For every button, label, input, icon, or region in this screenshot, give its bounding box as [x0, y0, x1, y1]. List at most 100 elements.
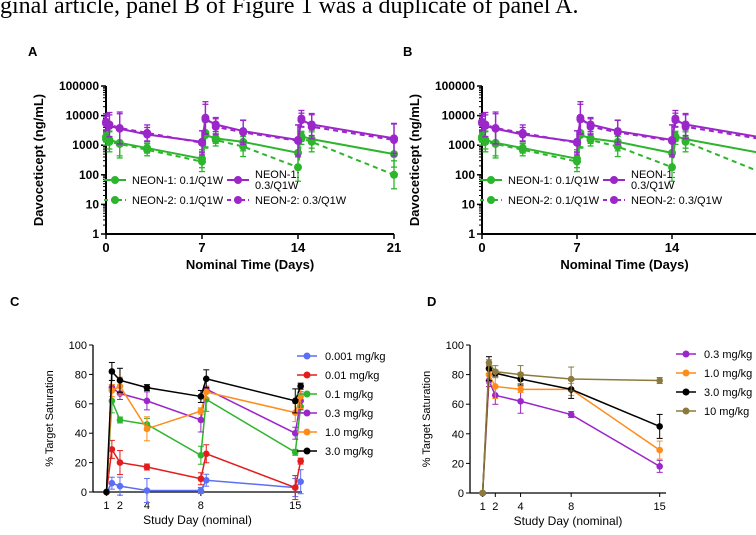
legend-swatch-marker	[111, 176, 119, 184]
data-point	[143, 128, 152, 137]
data-point	[485, 359, 493, 367]
legend-swatch-marker	[303, 352, 311, 360]
legend-swatch-marker	[234, 176, 242, 184]
data-point	[567, 411, 575, 418]
legend-label: 0.01 mg/kg	[325, 370, 379, 382]
y-tick-label: 40	[452, 429, 464, 441]
x-tick-label: 2	[117, 500, 123, 512]
legend-swatch-marker	[234, 196, 242, 204]
x-tick-label: 7	[573, 240, 580, 255]
y-tick-label: 10	[462, 197, 476, 211]
x-tick-label: 14	[291, 240, 306, 255]
data-point	[108, 446, 116, 453]
legend-label: NEON-2: 0.1/Q1W	[508, 195, 600, 207]
data-point	[198, 157, 206, 166]
y-axis-label: Davoceticept (ng/mL)	[31, 94, 46, 226]
legend-swatch-marker	[303, 409, 311, 417]
legend-label: NEON-1:	[631, 169, 676, 181]
y-tick-label: 60	[75, 399, 87, 411]
data-point	[390, 135, 398, 144]
legend-label: NEON-1: 0.1/Q1W	[508, 175, 600, 187]
data-point	[681, 122, 690, 131]
y-tick-label: 100000	[435, 79, 475, 93]
data-point	[198, 138, 206, 147]
data-point	[143, 425, 151, 433]
x-tick-label: 2	[492, 501, 498, 513]
data-point	[307, 137, 316, 146]
data-point	[197, 451, 205, 459]
data-point	[517, 371, 524, 378]
legend-swatch-marker	[682, 388, 690, 396]
x-tick-label: 0	[478, 240, 485, 255]
data-point	[197, 407, 205, 415]
legend-swatch-marker	[303, 371, 311, 379]
x-tick-label: 21	[387, 240, 401, 255]
x-tick-label: 8	[198, 500, 204, 512]
legend-swatch-marker	[303, 390, 311, 398]
data-point	[105, 120, 114, 129]
legend-label: NEON-1:	[255, 169, 300, 181]
data-point	[517, 386, 524, 393]
series-line	[481, 360, 660, 494]
y-tick-label: 10	[86, 197, 100, 211]
legend-label: 0.1 mg/kg	[325, 389, 373, 401]
legend-label: NEON-2: 0.1/Q1W	[132, 195, 224, 207]
data-point	[491, 383, 499, 390]
panel-label-d: D	[427, 294, 436, 309]
legend-label: 0.001 mg/kg	[325, 351, 386, 363]
data-point	[656, 463, 663, 470]
data-point	[116, 376, 124, 384]
data-point	[211, 135, 220, 144]
panel-label-b: B	[403, 44, 412, 59]
x-axis-label: Study Day (nominal)	[514, 514, 623, 528]
panel-label-a: A	[28, 44, 38, 59]
data-point	[197, 393, 205, 400]
y-tick-label: 100	[446, 340, 464, 352]
x-tick-label: 1	[480, 501, 486, 513]
y-tick-label: 0	[81, 487, 87, 499]
data-point	[143, 487, 151, 494]
data-point	[143, 463, 151, 471]
x-axis-label: Study Day (nominal)	[143, 513, 252, 527]
legend-label: 3.0 mg/kg	[704, 387, 752, 399]
data-point	[576, 113, 585, 122]
legend-swatch-marker	[610, 176, 618, 184]
x-tick-label: 8	[568, 501, 574, 513]
data-point	[103, 488, 110, 496]
data-point	[197, 487, 205, 494]
data-point	[297, 114, 306, 123]
legend-label: NEON-1: 0.1/Q1W	[132, 175, 224, 187]
legend-swatch-marker	[487, 176, 495, 184]
y-tick-label: 100	[79, 168, 99, 182]
legend-label: 3.0 mg/kg	[325, 446, 373, 458]
data-point	[291, 449, 299, 456]
legend-swatch-marker	[487, 196, 495, 204]
data-point	[297, 478, 304, 486]
y-tick-label: 40	[75, 428, 87, 440]
y-tick-label: 1000	[72, 138, 99, 152]
data-point	[586, 135, 595, 144]
x-axis-label: Nominal Time (Days)	[186, 257, 314, 272]
data-point	[143, 145, 152, 154]
legend-swatch-marker	[111, 196, 119, 204]
series-line	[105, 131, 395, 176]
data-point	[108, 387, 116, 394]
data-point	[294, 136, 302, 145]
y-tick-label: 0	[458, 488, 464, 500]
series-line	[105, 398, 302, 493]
legend-label: 10 mg/kg	[704, 406, 749, 418]
data-point	[291, 429, 299, 437]
data-point	[668, 163, 676, 172]
data-point	[197, 475, 205, 483]
y-tick-label: 100	[69, 340, 87, 352]
data-point	[573, 138, 581, 147]
legend-label: NEON-2: 0.3/Q1W	[631, 195, 723, 207]
data-point	[108, 368, 116, 375]
x-tick-label: 0	[102, 240, 109, 255]
legend-label: 0.3/Q1W	[631, 180, 675, 192]
legend-label: 1.0 mg/kg	[325, 427, 373, 439]
x-axis-label: Nominal Time (Days)	[560, 257, 688, 272]
caption-fragment: ginal article, panel B of Figure 1 was a…	[0, 0, 579, 19]
legend-swatch-marker	[610, 196, 618, 204]
data-point	[586, 122, 595, 131]
